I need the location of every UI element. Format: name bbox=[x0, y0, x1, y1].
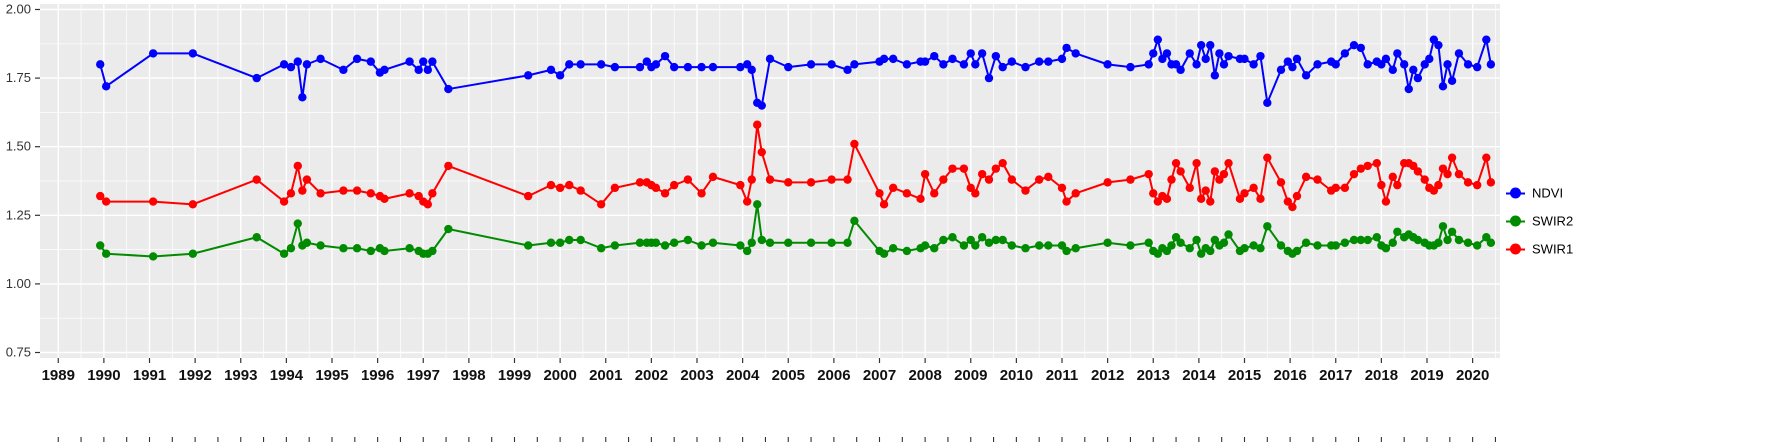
legend-key-swir1-icon bbox=[1506, 240, 1525, 259]
svg-text:2014: 2014 bbox=[1182, 367, 1216, 384]
x-axis-labels: 1989 1990 1991 1992 1993 1994 1995 1996 1997 1998… bbox=[42, 367, 1490, 384]
bottom-edge-ticks bbox=[57, 437, 1496, 442]
svg-text:2008: 2008 bbox=[908, 367, 941, 384]
svg-text:1994: 1994 bbox=[270, 367, 304, 384]
svg-text:2009: 2009 bbox=[954, 367, 987, 384]
svg-text:0.75: 0.75 bbox=[6, 345, 31, 360]
svg-text:1989: 1989 bbox=[42, 367, 75, 384]
svg-text:2019: 2019 bbox=[1410, 367, 1443, 384]
legend-label-ndvi: NDVI bbox=[1532, 185, 1564, 201]
svg-text:1991: 1991 bbox=[133, 367, 166, 384]
svg-text:1.00: 1.00 bbox=[6, 276, 31, 291]
legend: NDVI SWIR2 SWIR1 bbox=[1506, 184, 1573, 259]
legend-dot-swatch bbox=[1510, 215, 1521, 227]
svg-text:2001: 2001 bbox=[589, 367, 622, 384]
svg-text:2002: 2002 bbox=[635, 367, 668, 384]
y-axis-labels: 0.75 1.00 1.25 1.50 1.75 2.00 bbox=[6, 1, 31, 359]
svg-text:1.75: 1.75 bbox=[6, 70, 31, 85]
legend-item-ndvi: NDVI bbox=[1506, 184, 1573, 203]
legend-key-swir2-icon bbox=[1506, 212, 1525, 231]
svg-text:2017: 2017 bbox=[1319, 367, 1352, 384]
legend-item-swir1: SWIR1 bbox=[1506, 240, 1573, 259]
svg-text:2004: 2004 bbox=[726, 367, 760, 384]
svg-text:2005: 2005 bbox=[772, 367, 805, 384]
svg-text:2013: 2013 bbox=[1137, 367, 1170, 384]
svg-text:1995: 1995 bbox=[315, 367, 348, 384]
svg-text:2012: 2012 bbox=[1091, 367, 1124, 384]
svg-text:2.00: 2.00 bbox=[6, 1, 31, 16]
svg-text:2006: 2006 bbox=[817, 367, 850, 384]
axis-ticks bbox=[35, 8, 1474, 363]
svg-text:1992: 1992 bbox=[178, 367, 211, 384]
svg-text:1996: 1996 bbox=[361, 367, 394, 384]
svg-text:2020: 2020 bbox=[1456, 367, 1489, 384]
series-ndvi bbox=[96, 35, 1496, 110]
legend-key-ndvi-icon bbox=[1506, 184, 1525, 203]
svg-text:1998: 1998 bbox=[452, 367, 485, 384]
svg-text:2007: 2007 bbox=[863, 367, 896, 384]
svg-text:2011: 2011 bbox=[1046, 367, 1079, 384]
svg-text:2000: 2000 bbox=[543, 367, 576, 384]
svg-text:1.25: 1.25 bbox=[6, 207, 31, 222]
svg-text:1993: 1993 bbox=[224, 367, 257, 384]
legend-label-swir1: SWIR1 bbox=[1532, 241, 1574, 257]
series-swir1 bbox=[96, 120, 1496, 212]
legend-dot-swatch bbox=[1510, 243, 1521, 255]
svg-text:2018: 2018 bbox=[1365, 367, 1398, 384]
svg-text:2015: 2015 bbox=[1228, 367, 1261, 384]
svg-text:1.50: 1.50 bbox=[6, 139, 31, 154]
series-swir2 bbox=[96, 200, 1496, 261]
svg-text:2010: 2010 bbox=[1000, 367, 1033, 384]
svg-text:1990: 1990 bbox=[87, 367, 120, 384]
svg-text:1997: 1997 bbox=[407, 367, 440, 384]
legend-label-swir2: SWIR2 bbox=[1532, 213, 1574, 229]
svg-text:2003: 2003 bbox=[680, 367, 713, 384]
svg-text:1999: 1999 bbox=[498, 367, 531, 384]
svg-text:2016: 2016 bbox=[1273, 367, 1306, 384]
legend-dot-swatch bbox=[1510, 187, 1521, 199]
legend-item-swir2: SWIR2 bbox=[1506, 212, 1573, 231]
